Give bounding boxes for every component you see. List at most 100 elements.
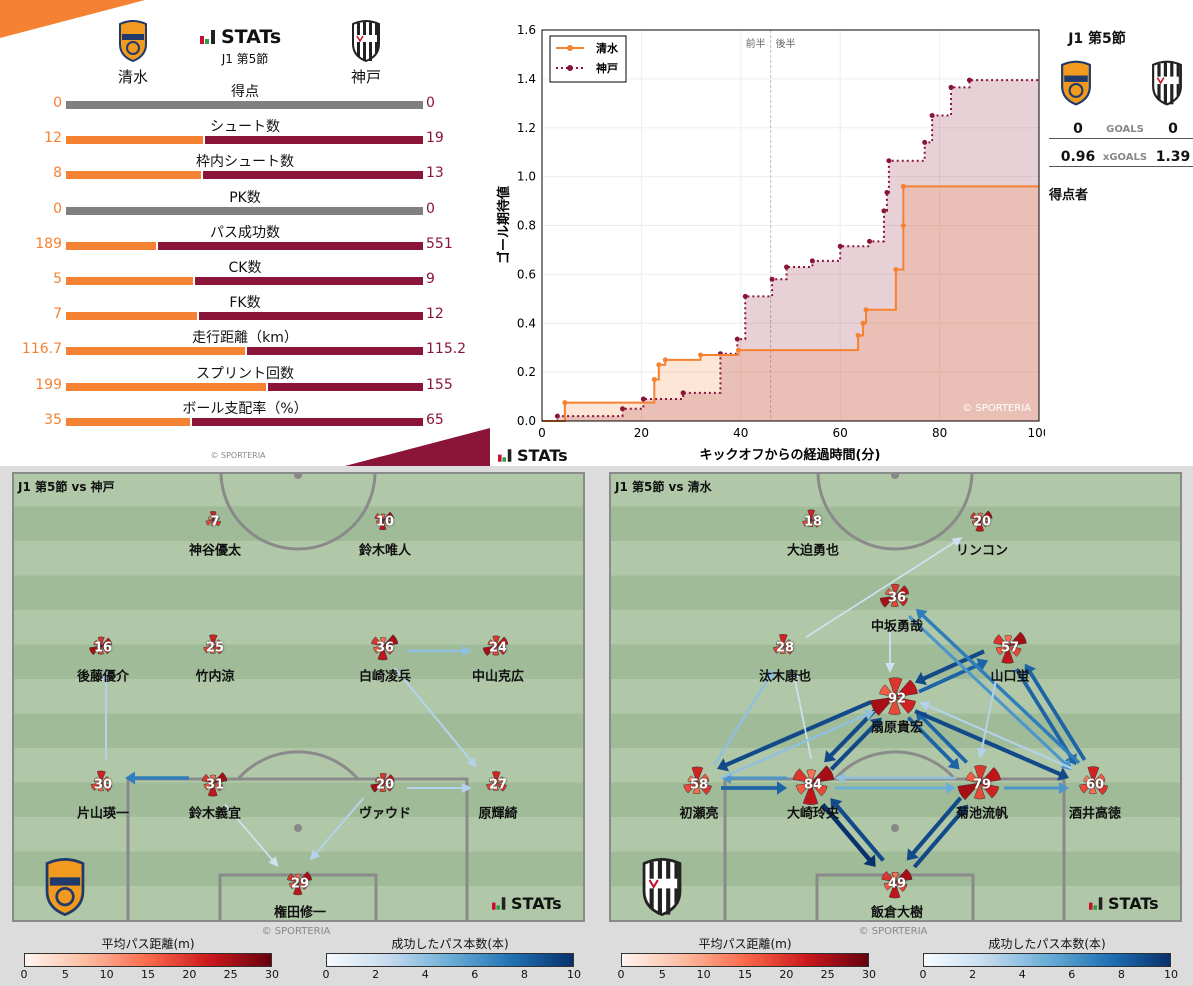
- goals-label: GOALS: [1106, 124, 1144, 135]
- neutral-bar: [66, 101, 423, 109]
- pass-arrow: [919, 701, 1074, 770]
- pass-arrow: [805, 537, 963, 638]
- colorbar-tick-label: 4: [1018, 968, 1026, 981]
- y-tick-label: 0.6: [517, 267, 536, 281]
- player-number: 10: [375, 514, 395, 530]
- player-name: 鈴木義宜: [188, 806, 242, 822]
- watermark: © SPORTERIA: [962, 403, 1031, 414]
- pass-rose-glyph: [203, 634, 224, 655]
- player-number: 27: [488, 777, 508, 793]
- data-point: [620, 406, 626, 412]
- player-number: 57: [1000, 640, 1020, 656]
- stats-logo-icon: [200, 30, 218, 44]
- colorbar-tick-label: 6: [471, 968, 479, 981]
- colorbar-tick-label: 5: [61, 968, 69, 981]
- pitch-title: J1 第5節 vs 清水: [615, 480, 712, 494]
- shimizu-logo: [1060, 60, 1092, 106]
- stats-brand: STATs: [200, 26, 281, 48]
- x-tick-label: 80: [932, 426, 947, 440]
- away-value: 155: [426, 376, 453, 393]
- pass-arrow: [918, 658, 989, 694]
- round-label: J1 第5節: [221, 52, 269, 66]
- player-name: 扇原貴宏: [870, 720, 924, 736]
- stat-label: 枠内シュート数: [196, 154, 294, 171]
- pitch-stripe: [611, 610, 1180, 645]
- y-tick-label: 1.0: [517, 170, 536, 184]
- home-value: 199: [35, 376, 62, 393]
- pass-rose-glyph: [792, 765, 835, 805]
- center-spot: [891, 474, 899, 479]
- colorbar-tick-label: 8: [1117, 968, 1125, 981]
- colorbar-tick-label: 0: [617, 968, 625, 981]
- data-point: [698, 352, 704, 358]
- away-value: 12: [426, 306, 444, 323]
- vissel-logo: [1151, 60, 1183, 106]
- player-name: 後藤優介: [76, 669, 130, 685]
- colorbar-tick-label: 10: [99, 968, 114, 981]
- away-team-name: 神戸: [350, 68, 382, 86]
- pass-rose-glyph: [683, 766, 712, 795]
- home-bar: [66, 171, 201, 180]
- x-axis-label: キックオフからの経過時間(分): [700, 447, 881, 463]
- stat-bar: [66, 277, 423, 285]
- scorers-label: 得点者: [1049, 188, 1089, 203]
- pitch-stripe: [14, 541, 583, 576]
- away-value: 0: [426, 200, 435, 217]
- player-name: 片山瑛一: [76, 806, 130, 822]
- home-bar: [66, 241, 157, 250]
- legend-marker: [567, 65, 573, 71]
- penalty-arc: [236, 750, 360, 780]
- data-point: [735, 347, 741, 353]
- home-team-name: 清水: [117, 68, 149, 86]
- home-value: 35: [44, 411, 62, 428]
- stats-brand: STATs: [492, 894, 562, 913]
- data-point: [640, 396, 646, 402]
- data-point: [680, 390, 686, 396]
- data-point: [662, 357, 668, 363]
- pass-arrow: [720, 710, 875, 780]
- distance-colorbar-title: 平均パス距離(m): [698, 937, 792, 951]
- pass-arrow: [976, 668, 1000, 759]
- colorbar-tick-label: 4: [421, 968, 429, 981]
- pass-arrow: [224, 803, 279, 868]
- pass-rose-glyph: [970, 510, 993, 532]
- pass-rose-glyph: [879, 583, 910, 608]
- stat-bar: [66, 171, 423, 180]
- pass-arrow: [835, 782, 956, 794]
- pass-arrow: [1024, 663, 1087, 761]
- player-number: 92: [887, 691, 907, 707]
- count-colorbar-title: 成功したパス本数(本): [391, 937, 509, 951]
- stat-bar: [66, 417, 423, 426]
- stat-label: FK数: [229, 295, 261, 312]
- data-point: [809, 258, 815, 264]
- colorbar-tick-label: 0: [919, 968, 927, 981]
- plot-frame: [541, 29, 1040, 422]
- data-point: [837, 243, 843, 249]
- home-bar: [66, 347, 245, 356]
- data-point: [893, 266, 899, 272]
- away-bar: [267, 382, 423, 391]
- count-colorbar-title: 成功したパス本数(本): [988, 937, 1106, 951]
- kobe-pass-map: 18 大迫勇也 20 リンコン 36 中坂勇哉 28 汰木康也 57 山口蛍 92 扇原貴宏 58 初瀬亮…: [609, 472, 1182, 922]
- pass-arrow: [906, 716, 960, 770]
- pitch-stripe: [14, 679, 583, 714]
- data-point: [769, 276, 775, 282]
- y-tick-label: 0.2: [517, 365, 536, 379]
- pitch-stripe: [611, 713, 1180, 748]
- pass-rose-glyph: [802, 509, 821, 528]
- distance-colorbar-title: 平均パス距離(m): [101, 937, 195, 951]
- orange-corner: [0, 0, 145, 38]
- pass-arrow: [914, 649, 985, 685]
- pitch-stripe: [611, 506, 1180, 541]
- player-name: 原輝綺: [478, 806, 518, 822]
- data-point: [867, 238, 873, 244]
- away-bar: [205, 136, 423, 145]
- player-number: 31: [205, 777, 225, 793]
- pass-arrow: [100, 670, 112, 759]
- penalty-box: [126, 777, 469, 920]
- player-number: 79: [972, 777, 992, 793]
- data-point: [884, 190, 890, 196]
- colorbar-tick-label: 30: [265, 968, 279, 981]
- colorbar-tick-label: 8: [520, 968, 528, 981]
